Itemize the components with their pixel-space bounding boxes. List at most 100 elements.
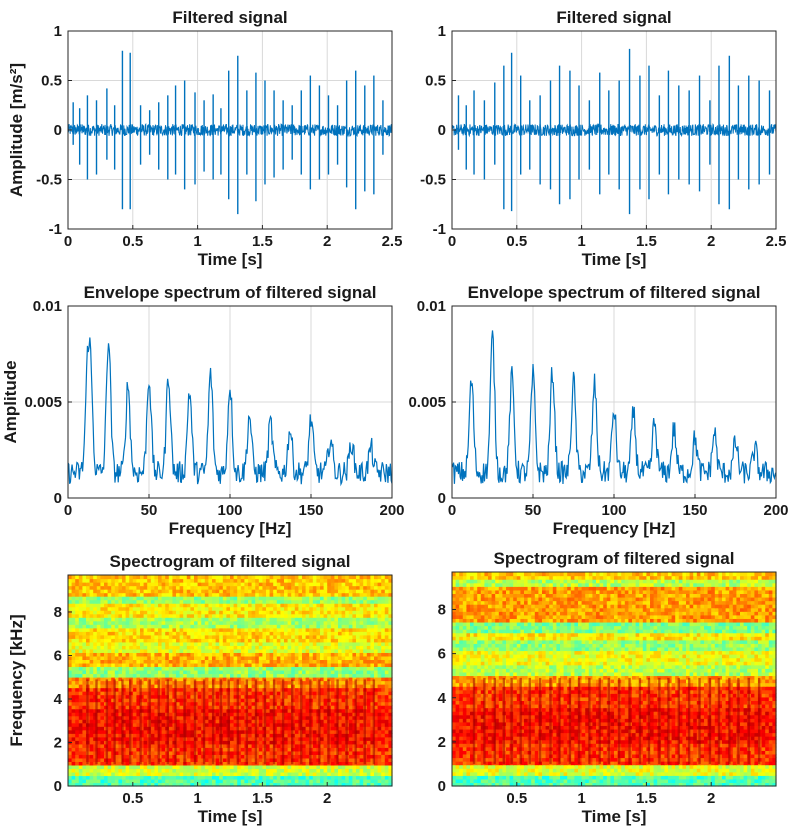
spectrogram-cell xyxy=(312,648,317,653)
spectrogram-cell xyxy=(201,775,206,780)
spectrogram-cell xyxy=(384,719,389,724)
spectrogram-cell xyxy=(269,771,274,777)
spectrogram-cell xyxy=(370,701,375,706)
spectrogram-cell xyxy=(201,652,206,657)
spectrogram-cell xyxy=(366,641,371,646)
spectrogram-cell xyxy=(104,620,109,625)
spectrogram-cell xyxy=(348,652,353,657)
spectrogram-cell xyxy=(255,684,260,689)
spectrogram-cell xyxy=(237,729,242,734)
spectrogram-cell xyxy=(154,669,159,675)
spectrogram-cell xyxy=(208,698,213,703)
spectrogram-cell xyxy=(129,669,134,675)
spectrogram-cell xyxy=(284,624,289,629)
spectrogram-cell xyxy=(208,778,213,784)
spectrogram-cell xyxy=(222,761,227,766)
spectrogram-cell xyxy=(374,733,379,738)
spectrogram-cell xyxy=(388,680,393,685)
spectrogram-cell xyxy=(89,736,94,741)
spectrogram-cell xyxy=(248,782,253,787)
spectrogram-cell xyxy=(194,645,199,650)
spectrogram-cell xyxy=(190,719,195,724)
spectrogram-cell xyxy=(276,764,281,770)
spectrogram-cell xyxy=(186,712,191,717)
spectrogram-cell xyxy=(294,757,299,762)
spectrogram-cell xyxy=(377,684,382,689)
spectrogram-cell xyxy=(287,599,292,604)
spectrogram-cell xyxy=(273,638,278,643)
spectrogram-cell xyxy=(348,662,353,668)
spectrogram-cell xyxy=(114,698,119,703)
x-tick-label: 1.5 xyxy=(636,233,657,250)
spectrogram-cell xyxy=(150,771,155,777)
spectrogram-cell xyxy=(262,610,267,615)
spectrogram-cell xyxy=(366,691,371,696)
spectrogram-cell xyxy=(230,757,235,762)
spectrogram-cell xyxy=(194,603,199,608)
spectrogram-cell xyxy=(341,603,346,608)
spectrogram-cell xyxy=(262,782,267,787)
spectrogram-cell xyxy=(222,722,227,727)
spectrogram-cell xyxy=(140,641,145,646)
spectrogram-cell xyxy=(68,669,73,675)
spectrogram-cell xyxy=(269,627,274,632)
spectrogram-cell xyxy=(334,624,339,629)
spectrogram-cell xyxy=(269,624,274,629)
spectrogram-cell xyxy=(305,613,310,618)
spectrogram-cell xyxy=(240,691,245,696)
spectrogram-cell xyxy=(75,705,80,710)
spectrogram-cell xyxy=(104,638,109,643)
x-tick-label: 1 xyxy=(193,233,201,250)
spectrogram-cell xyxy=(320,606,325,611)
spectrogram-cell xyxy=(226,620,231,625)
spectrogram-cell xyxy=(374,606,379,611)
spectrogram-cell xyxy=(327,764,332,770)
spectrogram-cell xyxy=(86,676,91,682)
spectrogram-cell xyxy=(75,764,80,770)
spectrogram-cell xyxy=(370,666,375,671)
spectrogram-cell xyxy=(341,771,346,777)
spectrogram-cell xyxy=(125,620,130,625)
spectrogram-cell xyxy=(366,775,371,780)
spectrogram-cell xyxy=(298,764,303,770)
spectrogram-cell xyxy=(230,627,235,632)
spectrogram-cell xyxy=(381,736,386,741)
spectrogram-cell xyxy=(237,627,242,632)
spectrogram-cell xyxy=(208,599,213,604)
spectrogram-cell xyxy=(158,761,163,766)
spectrogram-cell xyxy=(215,712,220,717)
spectrogram-cell xyxy=(215,634,220,639)
spectrogram-cell xyxy=(356,669,361,675)
spectrogram-cell xyxy=(190,641,195,646)
spectrogram-cell xyxy=(204,708,209,713)
spectrogram-cell xyxy=(240,687,245,692)
spectrogram-cell xyxy=(276,778,281,784)
spectrogram-cell xyxy=(140,775,145,780)
spectrogram-cell xyxy=(96,733,101,738)
spectrogram-cell xyxy=(330,740,335,745)
spectrogram-cell xyxy=(284,634,289,639)
spectrogram-cell xyxy=(114,715,119,720)
spectrogram-cell xyxy=(68,645,73,650)
spectrogram-cell xyxy=(201,669,206,675)
spectrogram-cell xyxy=(287,778,292,784)
spectrogram-cell xyxy=(154,659,159,664)
spectrogram-cell xyxy=(179,666,184,671)
spectrogram-cell xyxy=(111,705,116,710)
spectrogram-cell xyxy=(143,613,148,618)
spectrogram-cell xyxy=(266,729,271,734)
spectrogram-cell xyxy=(107,722,112,727)
spectrogram-cell xyxy=(68,627,73,632)
spectrogram-cell xyxy=(197,673,202,678)
spectrogram-cell xyxy=(96,638,101,643)
spectrogram-cell xyxy=(89,705,94,710)
spectrogram-cell xyxy=(219,775,224,780)
spectrogram-cell xyxy=(341,680,346,685)
spectrogram-cell xyxy=(132,620,137,625)
spectrogram-cell xyxy=(219,645,224,650)
spectrogram-cell xyxy=(122,610,127,615)
spectrogram-cell xyxy=(233,740,238,745)
spectrogram-cell xyxy=(305,669,310,675)
spectrogram-cell xyxy=(226,655,231,660)
spectrogram-cell xyxy=(75,603,80,608)
